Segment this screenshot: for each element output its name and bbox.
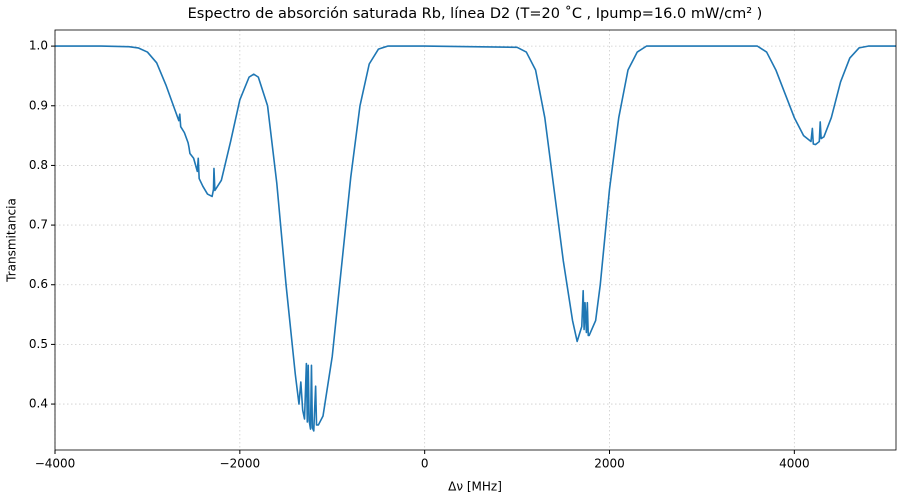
- x-tick-label: −2000: [220, 457, 261, 471]
- x-tick-label: 0: [421, 457, 429, 471]
- chart-title: Espectro de absorción saturada Rb, línea…: [188, 5, 763, 22]
- x-axis-label: Δν [MHz]: [448, 480, 502, 494]
- x-tick-label: −4000: [35, 457, 76, 471]
- y-tick-label: 1.0: [29, 39, 48, 53]
- y-tick-label: 0.7: [29, 218, 48, 232]
- plot-frame: [54, 29, 897, 451]
- y-tick-label: 0.4: [29, 397, 48, 411]
- y-tick-label: 0.8: [29, 158, 48, 172]
- data-line: [55, 45, 896, 432]
- x-tick-label: 4000: [779, 457, 810, 471]
- y-tick-label: 0.6: [29, 277, 48, 291]
- y-axis-label: Transmitancia: [5, 198, 19, 283]
- y-tick-label: 0.5: [29, 337, 48, 351]
- y-tick-label: 0.9: [29, 98, 48, 112]
- x-tick-label: 2000: [594, 457, 625, 471]
